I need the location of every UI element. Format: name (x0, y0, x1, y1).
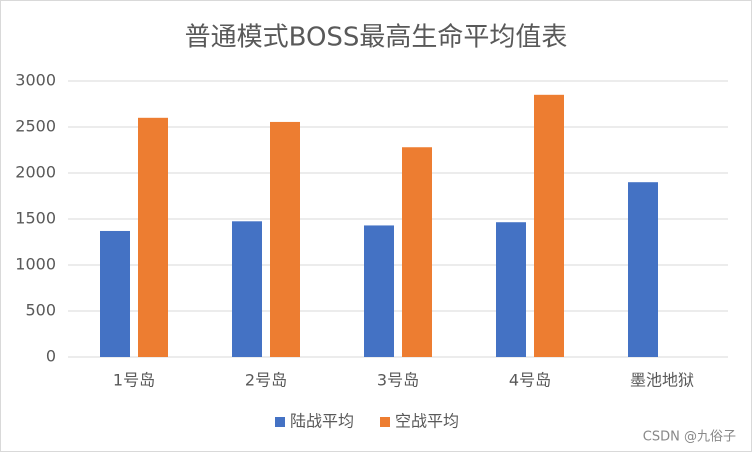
bar (100, 230, 130, 357)
bar (138, 117, 168, 357)
legend-label: 空战平均 (395, 412, 459, 431)
y-tick-label: 3000 (15, 71, 56, 90)
chart-title: 普通模式BOSS最高生命平均值表 (185, 23, 568, 53)
bar (496, 222, 526, 357)
y-tick-label: 2000 (15, 163, 56, 182)
legend-label: 陆战平均 (290, 412, 354, 431)
x-tick-label: 4号岛 (509, 371, 551, 390)
y-tick-label: 1500 (15, 209, 56, 228)
bar (628, 182, 658, 357)
bar (364, 225, 394, 357)
y-tick-label: 500 (25, 301, 56, 320)
bar (534, 94, 564, 358)
legend-swatch (275, 417, 285, 427)
y-tick-label: 2500 (15, 117, 56, 136)
y-tick-label: 0 (46, 347, 56, 366)
watermark: CSDN @九俗子 (643, 430, 736, 445)
x-tick-label: 1号岛 (113, 371, 155, 390)
bar (402, 147, 432, 357)
bar (232, 221, 262, 357)
x-tick-label: 2号岛 (245, 371, 287, 390)
x-tick-label: 3号岛 (377, 371, 419, 390)
y-tick-label: 1000 (15, 255, 56, 274)
legend-swatch (380, 417, 390, 427)
x-tick-label: 墨池地狱 (630, 371, 694, 390)
bar (270, 121, 300, 357)
